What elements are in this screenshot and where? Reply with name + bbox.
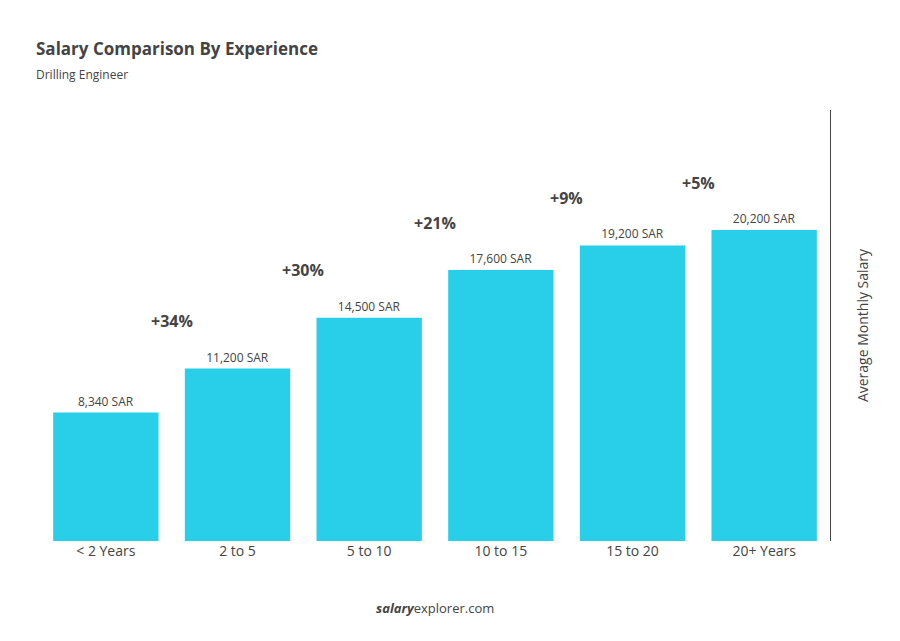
svg-text:+34%: +34% (151, 310, 193, 332)
svg-text:+5%: +5% (682, 172, 715, 194)
svg-text:15 to 20: 15 to 20 (606, 541, 659, 560)
svg-text:+30%: +30% (282, 259, 324, 281)
svg-text:20,200 SAR: 20,200 SAR (733, 210, 796, 227)
svg-text:19,200 SAR: 19,200 SAR (601, 225, 664, 242)
svg-text:Drilling Engineer: Drilling Engineer (36, 66, 128, 83)
svg-text:14,500 SAR: 14,500 SAR (338, 298, 401, 315)
svg-text:Salary Comparison By Experienc: Salary Comparison By Experience (36, 37, 318, 60)
svg-text:8,340 SAR: 8,340 SAR (78, 393, 134, 410)
svg-text:11,200 SAR: 11,200 SAR (206, 349, 269, 366)
svg-text:salaryexplorer.com: salaryexplorer.com (376, 599, 494, 617)
svg-text:5 to 10: 5 to 10 (347, 541, 392, 560)
svg-text:+9%: +9% (550, 187, 583, 209)
svg-text:+21%: +21% (414, 212, 456, 234)
svg-text:20+ Years: 20+ Years (732, 541, 796, 560)
svg-text:Average Monthly Salary: Average Monthly Salary (853, 248, 872, 402)
svg-text:17,600 SAR: 17,600 SAR (469, 250, 532, 267)
svg-text:10 to 15: 10 to 15 (474, 541, 527, 560)
svg-text:2 to 5: 2 to 5 (219, 541, 256, 560)
svg-text:< 2 Years: < 2 Years (76, 541, 135, 560)
